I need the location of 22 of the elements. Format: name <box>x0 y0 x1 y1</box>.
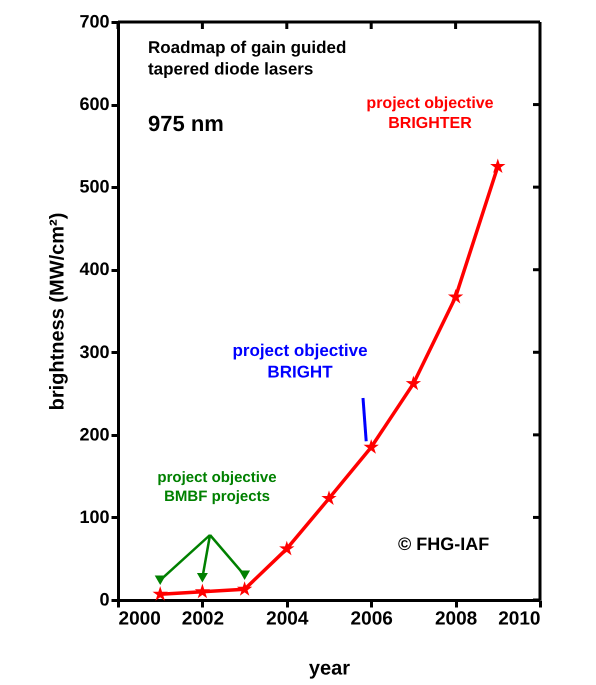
x-tick-label: 2006 <box>350 608 393 630</box>
x-tick-label: 2004 <box>266 608 309 630</box>
y-tick-label: 200 <box>79 424 110 444</box>
x-axis-title: year <box>308 658 350 680</box>
y-tick-label: 700 <box>79 12 110 32</box>
x-tick-label: 2010 <box>498 608 540 630</box>
annotation: project objective BMBF projects <box>157 469 277 505</box>
text: 975 nm <box>148 111 224 136</box>
y-tick-label: 100 <box>79 506 110 527</box>
y-tick-label: 300 <box>79 342 110 362</box>
annotation: project objective BRIGHTER <box>366 95 494 132</box>
y-tick-label: 600 <box>79 94 110 114</box>
y-tick-label: 400 <box>79 259 110 280</box>
annotation: project objective BRIGHT <box>232 341 368 382</box>
x-tick-label: 2000 <box>118 608 161 630</box>
y-tick-label: 0 <box>99 590 110 610</box>
y-tick-label: 500 <box>79 176 110 197</box>
x-tick-label: 2008 <box>434 608 478 630</box>
text: Roadmap of gain guided tapered diode lasers <box>148 38 346 78</box>
annotation: © FHG-IAF <box>398 534 490 554</box>
y-axis-title: brightness (MW/cm²) <box>46 212 68 410</box>
x-tick-label: 2002 <box>182 608 224 630</box>
